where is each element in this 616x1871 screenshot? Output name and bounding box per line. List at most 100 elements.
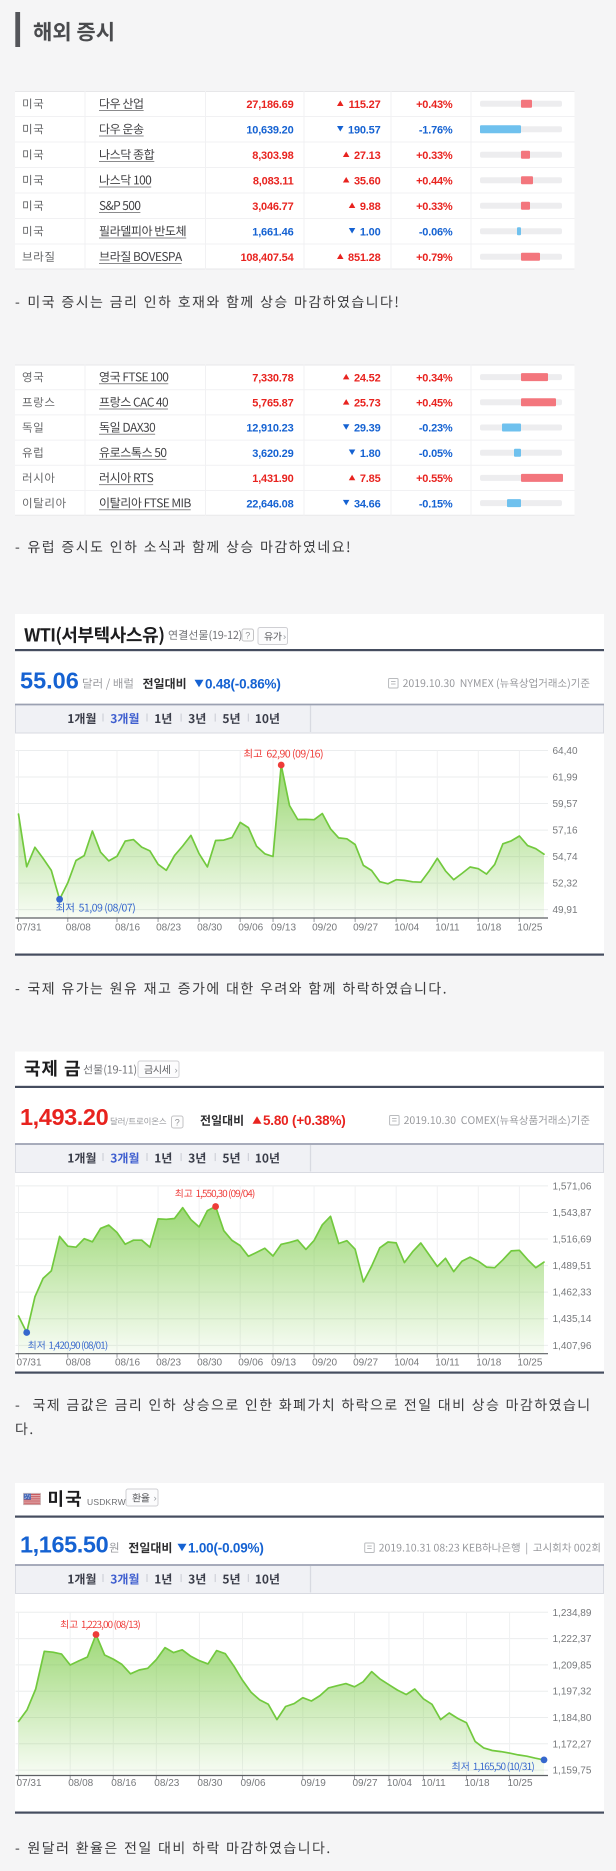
svg-text:10/11: 10/11	[435, 1358, 460, 1369]
svg-text:08/30: 08/30	[197, 1358, 222, 1369]
svg-text:190.57: 190.57	[348, 124, 381, 136]
svg-text:USDKRW: USDKRW	[87, 1497, 126, 1507]
svg-text:+0.34%: +0.34%	[416, 372, 453, 384]
svg-text:08/23: 08/23	[156, 1358, 181, 1369]
svg-text:34.66: 34.66	[354, 498, 381, 510]
svg-text:1,516,69: 1,516,69	[553, 1235, 592, 1246]
svg-text:08/16: 08/16	[111, 1778, 136, 1789]
svg-text:09/19: 09/19	[301, 1778, 326, 1789]
svg-text:-0.06%: -0.06%	[419, 226, 453, 238]
svg-text:08/30: 08/30	[197, 923, 222, 934]
svg-text:07/31: 07/31	[17, 1778, 42, 1789]
svg-text:07/31: 07/31	[17, 1358, 42, 1369]
svg-text:1,543,87: 1,543,87	[553, 1208, 592, 1219]
svg-text:09/27: 09/27	[353, 1358, 378, 1369]
svg-text:07/31: 07/31	[17, 923, 42, 934]
svg-text:1,489,51: 1,489,51	[553, 1261, 592, 1272]
svg-text:-0.23%: -0.23%	[419, 423, 453, 435]
svg-text:25.73: 25.73	[354, 398, 381, 410]
svg-text:29.39: 29.39	[354, 423, 381, 435]
svg-text:-0.15%: -0.15%	[419, 498, 453, 510]
svg-text:10,639.20: 10,639.20	[246, 124, 293, 136]
svg-text:7,330.78: 7,330.78	[252, 372, 293, 384]
svg-text:+0.43%: +0.43%	[416, 99, 453, 111]
svg-text:1,571,06: 1,571,06	[553, 1181, 592, 1192]
svg-text:5,765.87: 5,765.87	[252, 398, 293, 410]
svg-text:+0.33%: +0.33%	[416, 150, 453, 162]
svg-text:+0.33%: +0.33%	[416, 201, 453, 213]
svg-text:3,620.29: 3,620.29	[252, 448, 293, 460]
svg-text:5.80 (+0.38%): 5.80 (+0.38%)	[263, 1113, 346, 1128]
svg-text:1,493.20: 1,493.20	[20, 1104, 109, 1130]
svg-text:1,222,37: 1,222,37	[553, 1634, 592, 1645]
svg-text:10/18: 10/18	[476, 923, 501, 934]
svg-text:1,172,27: 1,172,27	[553, 1739, 592, 1750]
svg-text:1.00(-0.09%): 1.00(-0.09%)	[188, 1541, 264, 1556]
svg-text:?: ?	[245, 631, 250, 641]
svg-text:49,91: 49,91	[553, 905, 578, 916]
svg-text:1,165.50: 1,165.50	[20, 1532, 109, 1558]
svg-text:1,159,75: 1,159,75	[553, 1766, 592, 1777]
svg-text:1,462,33: 1,462,33	[553, 1288, 592, 1299]
svg-text:10/18: 10/18	[476, 1358, 501, 1369]
svg-text:10/11: 10/11	[435, 923, 460, 934]
svg-text:8,083.11: 8,083.11	[253, 175, 294, 187]
svg-text:61,99: 61,99	[553, 773, 578, 784]
svg-text:+0.79%: +0.79%	[416, 252, 453, 264]
svg-text:-1.76%: -1.76%	[419, 124, 453, 136]
svg-text:27,186.69: 27,186.69	[246, 99, 293, 111]
svg-text:›: ›	[154, 1493, 157, 1504]
svg-text:09/06: 09/06	[238, 1358, 263, 1369]
svg-text:3,046.77: 3,046.77	[252, 201, 293, 213]
svg-text:?: ?	[175, 1118, 180, 1128]
svg-text:115.27: 115.27	[349, 99, 381, 111]
svg-text:08/30: 08/30	[197, 1778, 222, 1789]
svg-text:10/04: 10/04	[394, 923, 419, 934]
svg-text:-0.05%: -0.05%	[419, 448, 453, 460]
svg-text:›: ›	[175, 1065, 178, 1076]
svg-text:1.00: 1.00	[360, 226, 381, 238]
svg-text:7.85: 7.85	[360, 473, 381, 485]
svg-text:1,197,32: 1,197,32	[553, 1687, 592, 1698]
svg-text:1,435,14: 1,435,14	[553, 1314, 592, 1325]
svg-text:1,407,96: 1,407,96	[553, 1341, 592, 1352]
svg-text:09/13: 09/13	[271, 1358, 296, 1369]
svg-text:55.06: 55.06	[20, 667, 79, 693]
svg-text:1,209,85: 1,209,85	[553, 1660, 592, 1671]
svg-text:09/20: 09/20	[312, 1358, 337, 1369]
svg-text:54,74: 54,74	[553, 852, 578, 863]
svg-text:9.88: 9.88	[360, 201, 381, 213]
svg-text:09/20: 09/20	[312, 923, 337, 934]
svg-text:10/25: 10/25	[517, 1358, 542, 1369]
svg-text:0.48(-0.86%): 0.48(-0.86%)	[205, 676, 281, 691]
svg-text:1.80: 1.80	[360, 448, 381, 460]
svg-text:10/04: 10/04	[394, 1358, 419, 1369]
svg-text:08/08: 08/08	[66, 1358, 91, 1369]
svg-text:+0.45%: +0.45%	[416, 398, 453, 410]
svg-text:1,234,89: 1,234,89	[553, 1608, 592, 1619]
svg-text:59,57: 59,57	[553, 799, 578, 810]
svg-text:08/16: 08/16	[115, 923, 140, 934]
svg-text:57,16: 57,16	[553, 826, 578, 837]
svg-text:108,407.54: 108,407.54	[240, 252, 294, 264]
svg-text:09/06: 09/06	[238, 923, 263, 934]
svg-text:35.60: 35.60	[354, 175, 381, 187]
svg-text:10/04: 10/04	[387, 1778, 412, 1789]
svg-text:851.28: 851.28	[348, 252, 381, 264]
svg-text:08/16: 08/16	[115, 1358, 140, 1369]
svg-text:09/27: 09/27	[353, 1778, 378, 1789]
svg-text:08/23: 08/23	[154, 1778, 179, 1789]
svg-text:10/18: 10/18	[465, 1778, 490, 1789]
svg-text:12,910.23: 12,910.23	[246, 423, 293, 435]
svg-text:10/25: 10/25	[517, 923, 542, 934]
svg-text:64,40: 64,40	[553, 746, 578, 757]
svg-text:+0.55%: +0.55%	[416, 473, 453, 485]
svg-text:1,184,80: 1,184,80	[553, 1713, 592, 1724]
svg-text:22,646.08: 22,646.08	[246, 498, 293, 510]
svg-text:›: ›	[283, 632, 286, 643]
svg-text:1,661.46: 1,661.46	[252, 226, 293, 238]
svg-text:08/08: 08/08	[66, 923, 91, 934]
svg-text:24.52: 24.52	[354, 372, 381, 384]
svg-text:1,431.90: 1,431.90	[252, 473, 293, 485]
svg-text:08/08: 08/08	[68, 1778, 93, 1789]
